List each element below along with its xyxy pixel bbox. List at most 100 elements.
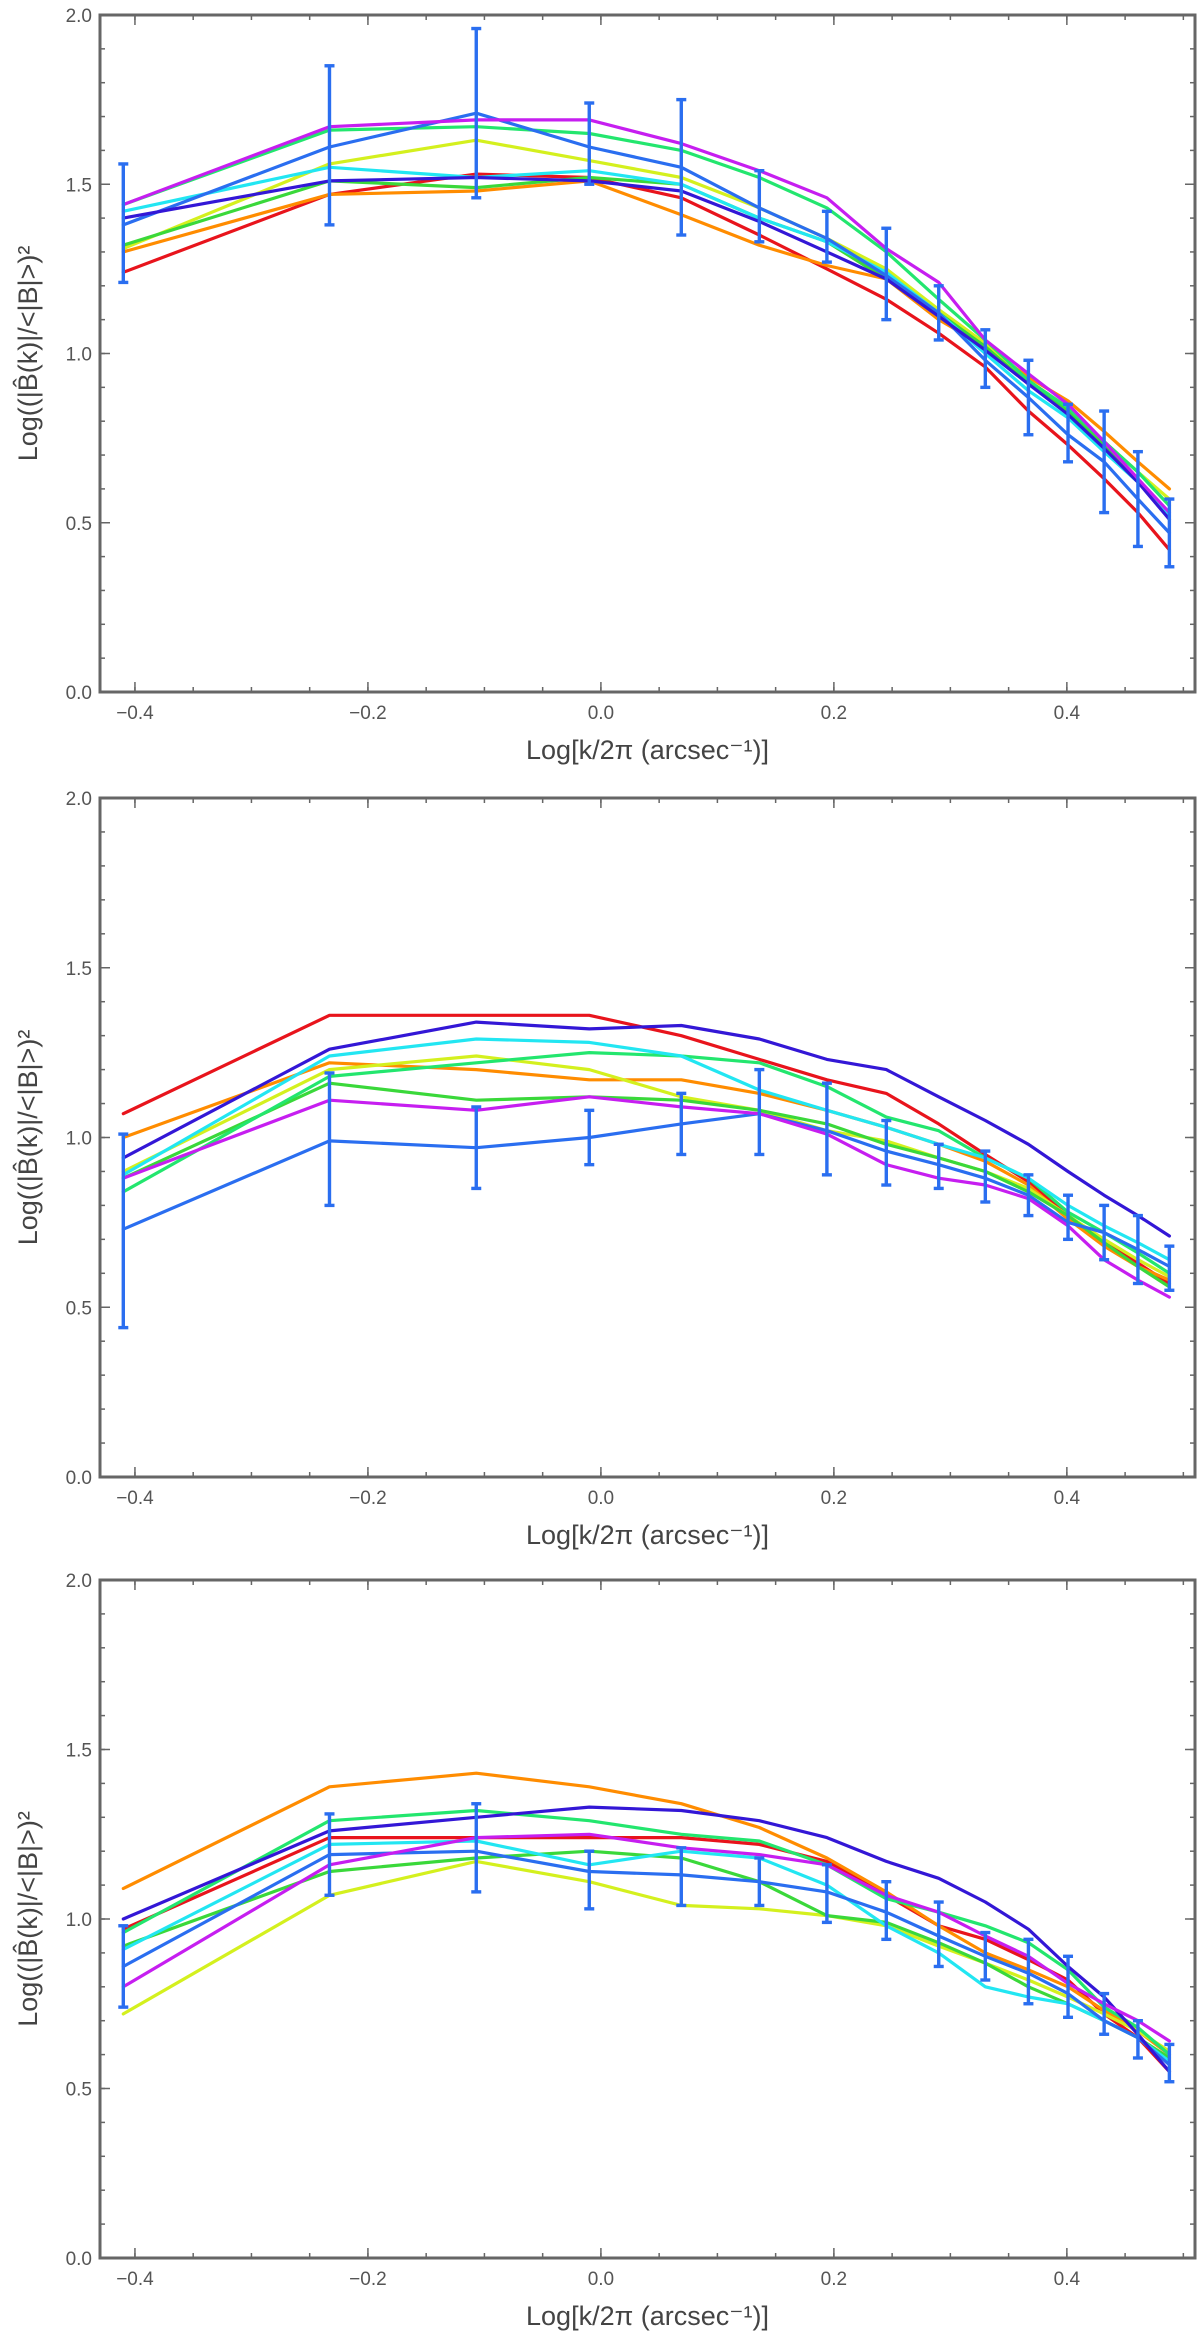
y-tick-label: 1.0 (66, 1910, 92, 1931)
error-bar (1023, 1173, 1034, 1218)
error-bar (584, 101, 595, 186)
error-bar (471, 1105, 482, 1191)
y-axis-title: Log((|B̂(k)|/<|B|>)² (13, 1811, 43, 2027)
y-tick-label: 0.5 (66, 2080, 92, 2101)
chart-panel-2: −0.4 −0.2 0.0 0.2 0.4 0.0 0.5 1.0 1.5 2.0 Log[k/2π… (13, 789, 1197, 1550)
error-bar (118, 1924, 129, 2009)
error-bar (1063, 402, 1074, 464)
series-line-magenta (121, 1095, 1172, 1299)
error-bar (754, 1067, 765, 1157)
error-bar (933, 1900, 944, 1969)
error-bar (471, 1802, 482, 1894)
x-tick-label: 0.0 (588, 703, 614, 724)
y-tick-label: 0.0 (66, 1468, 92, 1489)
x-axis-title: Log[k/2π (arcsec⁻¹)] (526, 735, 769, 765)
x-tick-label: 0.2 (821, 1488, 847, 1509)
error-bar (821, 1863, 832, 1925)
plot-frame (98, 796, 1197, 1479)
y-tick-label: 0.5 (66, 1298, 92, 1319)
error-bar (1132, 1213, 1143, 1286)
error-bar (980, 328, 991, 390)
error-bar (584, 1849, 595, 1911)
error-bar (1099, 1991, 1110, 2036)
series-line-indigo (121, 1805, 1172, 2074)
plot-area (121, 111, 1172, 552)
x-tick-label: −0.4 (116, 2269, 154, 2290)
x-tick-label: 0.2 (821, 703, 847, 724)
plot-area (121, 1771, 1172, 2074)
y-tick-label: 0.0 (66, 683, 92, 704)
plot-frame (98, 13, 1197, 694)
error-bar (1099, 409, 1110, 515)
error-bar (471, 26, 482, 200)
error-bar (118, 1132, 129, 1330)
error-bar (933, 1142, 944, 1191)
y-tick-label: 0.5 (66, 514, 92, 535)
error-bar (980, 1149, 991, 1204)
series-line-indigo (121, 175, 1172, 522)
error-bar (881, 226, 892, 322)
error-bar (1023, 358, 1034, 437)
series-line-yellow-green (121, 138, 1172, 501)
series-line-green (121, 1081, 1172, 1289)
error-bar (324, 1071, 335, 1208)
error-bar (676, 1846, 687, 1908)
plot-frame (98, 1578, 1197, 2260)
x-tick-label: 0.0 (588, 1488, 614, 1509)
x-tick-label: −0.2 (349, 1488, 387, 1509)
x-tick-label: 0.2 (821, 2269, 847, 2290)
error-bar (881, 1880, 892, 1942)
x-axis-title: Log[k/2π (arcsec⁻¹)] (526, 1520, 769, 1550)
y-tick-label: 2.0 (66, 1571, 92, 1592)
error-bar (1132, 2018, 1143, 2060)
x-tick-label: −0.4 (116, 1488, 154, 1509)
error-bar (118, 162, 129, 285)
error-bar (1164, 2042, 1175, 2084)
chart-panel-1: −0.4 −0.2 0.0 0.2 0.4 0.0 0.5 1.0 1.5 2.0 Log[k/2π… (13, 6, 1197, 765)
y-axis-title: Log((|B̂(k)|/<|B|>)² (13, 246, 43, 462)
y-tick-label: 2.0 (66, 789, 92, 810)
y-tick-label: 1.0 (66, 345, 92, 366)
y-tick-label: 0.0 (66, 2249, 92, 2270)
series-line-orange (121, 179, 1172, 491)
series-line-orange (121, 1771, 1172, 2057)
x-tick-label: 0.4 (1054, 703, 1081, 724)
x-tick-label: −0.2 (349, 2269, 387, 2290)
x-tick-label: 0.4 (1054, 1488, 1081, 1509)
error-bar (933, 284, 944, 342)
series-line-blue (121, 111, 1172, 535)
error-bar (1164, 497, 1175, 569)
series-line-cyan (121, 1037, 1172, 1262)
y-tick-label: 1.0 (66, 1129, 92, 1150)
y-tick-label: 2.0 (66, 6, 92, 27)
error-bar (881, 1118, 892, 1187)
y-tick-label: 1.5 (66, 175, 92, 196)
series-line-spring-green (121, 1808, 1172, 2057)
error-bar (676, 1091, 687, 1157)
x-tick-label: 0.0 (588, 2269, 614, 2290)
error-bar (324, 64, 335, 227)
error-bar (980, 1930, 991, 1982)
y-tick-label: 1.5 (66, 1741, 92, 1762)
series-line-cyan (121, 165, 1172, 518)
error-bar (1063, 1193, 1074, 1242)
error-bar (821, 209, 832, 264)
x-axis-title: Log[k/2π (arcsec⁻¹)] (526, 2301, 769, 2331)
error-bar (1023, 1937, 1034, 2006)
series-line-spring-green (121, 1050, 1172, 1275)
error-bar (584, 1108, 595, 1167)
y-tick-label: 1.5 (66, 959, 92, 980)
series-line-yellow-green (121, 1054, 1172, 1279)
x-tick-label: 0.4 (1054, 2269, 1081, 2290)
plot-area (121, 1013, 1172, 1299)
x-tick-label: −0.2 (349, 703, 387, 724)
error-bar (754, 1856, 765, 1908)
error-bar (1164, 1244, 1175, 1292)
y-axis-title: Log((|B̂(k)|/<|B|>)² (13, 1030, 43, 1246)
x-tick-label: −0.4 (116, 703, 154, 724)
error-bar (754, 169, 765, 244)
error-bar (676, 97, 687, 237)
error-bar (1099, 1203, 1110, 1262)
